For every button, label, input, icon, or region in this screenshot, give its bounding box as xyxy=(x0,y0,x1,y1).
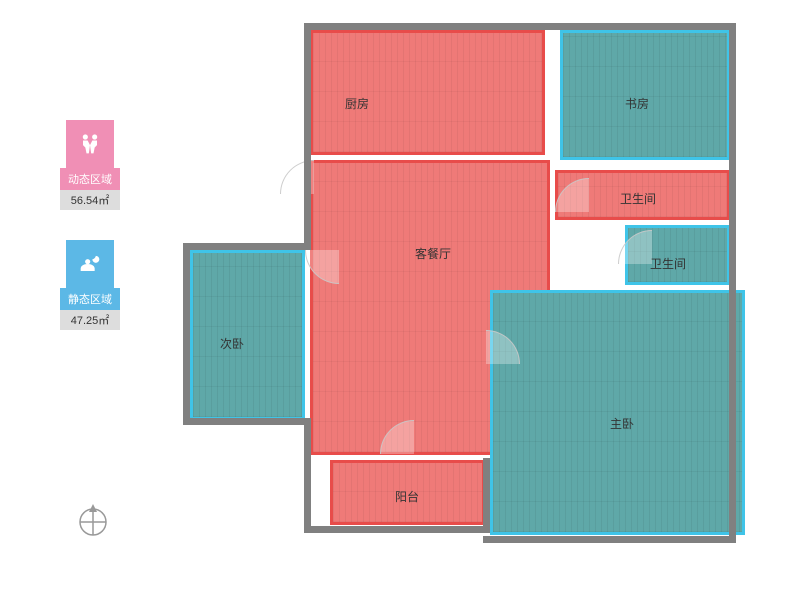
floorplan: 厨房书房客餐厅卫生间卫生间次卧主卧阳台 xyxy=(220,20,750,555)
room-second xyxy=(190,250,305,420)
room-label-study: 书房 xyxy=(625,95,649,112)
legend: 动态区域 56.54㎡ 静态区域 47.25㎡ xyxy=(60,120,120,360)
room-kitchen xyxy=(310,30,545,155)
legend-static-label: 静态区域 xyxy=(60,288,120,310)
room-label-second: 次卧 xyxy=(220,335,244,352)
legend-static: 静态区域 47.25㎡ xyxy=(60,240,120,330)
wall xyxy=(183,243,190,425)
wall xyxy=(483,536,736,543)
wall xyxy=(304,23,311,245)
room-label-living: 客餐厅 xyxy=(415,245,451,262)
room-master xyxy=(490,290,745,535)
room-label-master: 主卧 xyxy=(610,415,634,432)
wall xyxy=(183,418,311,425)
wall xyxy=(304,526,490,533)
wall xyxy=(729,23,736,543)
room-label-balcony: 阳台 xyxy=(395,488,419,505)
room-label-wc1: 卫生间 xyxy=(620,190,656,207)
compass-icon xyxy=(75,500,111,545)
room-label-kitchen: 厨房 xyxy=(345,95,369,112)
door-arc xyxy=(618,230,652,264)
legend-static-value: 47.25㎡ xyxy=(60,310,120,330)
wall xyxy=(304,418,311,533)
room-label-wc2: 卫生间 xyxy=(650,255,686,272)
wall xyxy=(483,458,490,533)
sleep-icon xyxy=(66,240,114,288)
wall xyxy=(183,243,311,250)
people-icon xyxy=(66,120,114,168)
legend-dynamic-value: 56.54㎡ xyxy=(60,190,120,210)
legend-dynamic-label: 动态区域 xyxy=(60,168,120,190)
wall xyxy=(304,23,736,30)
legend-dynamic: 动态区域 56.54㎡ xyxy=(60,120,120,210)
